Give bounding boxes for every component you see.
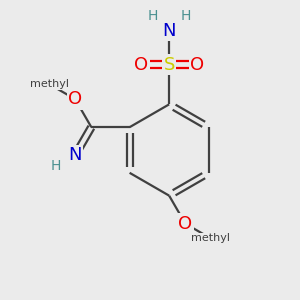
Text: N: N <box>68 146 82 164</box>
Text: methyl: methyl <box>191 233 230 243</box>
Text: O: O <box>178 215 192 233</box>
Text: methyl: methyl <box>30 80 69 89</box>
Text: O: O <box>190 56 204 74</box>
Text: H: H <box>148 9 158 23</box>
Text: H: H <box>51 159 61 173</box>
Text: S: S <box>164 56 175 74</box>
Text: O: O <box>134 56 148 74</box>
Text: O: O <box>68 90 82 108</box>
Text: N: N <box>162 22 176 40</box>
Text: H: H <box>180 9 190 23</box>
Text: methyl: methyl <box>30 80 69 89</box>
